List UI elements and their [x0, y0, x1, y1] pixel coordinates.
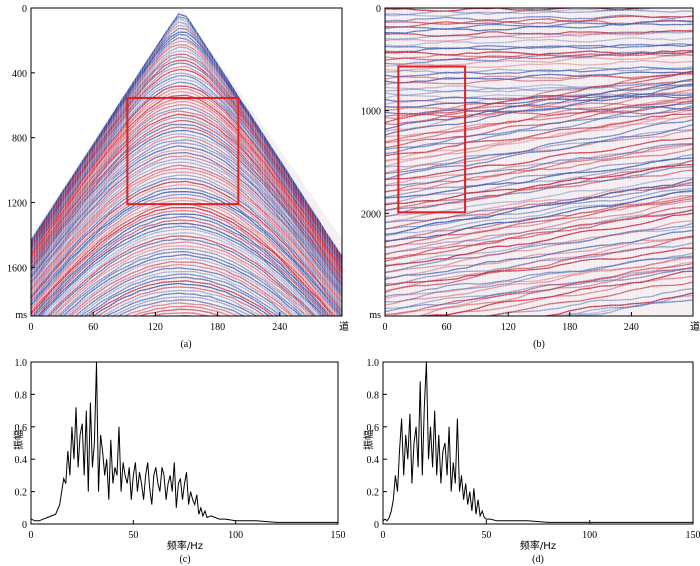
y-tick-label-c: 0 — [22, 520, 27, 531]
x-tick-label-c: 0 — [29, 530, 34, 541]
frame-b — [384, 7, 694, 317]
x-tick-label-b: 0 — [383, 322, 388, 333]
y-tick-label-a: 800 — [12, 134, 27, 145]
caption-b: (b) — [533, 339, 545, 350]
x-tick-label-b: 60 — [442, 322, 452, 333]
ylabel-d: 振幅 — [362, 430, 375, 450]
y-tick-label-a: 1600 — [7, 263, 27, 274]
ylabel-c: 振幅 — [12, 430, 25, 450]
x-tick-label-d: 50 — [481, 530, 491, 541]
spectrum-line-c — [30, 361, 338, 523]
y-tick-label-d: 0.6 — [367, 423, 380, 434]
x-tick-label-b: 120 — [501, 322, 516, 333]
x-tick-label-a: 60 — [88, 322, 98, 333]
y-tick-label-d: 0.4 — [367, 455, 380, 466]
x-tick-label-c: 150 — [331, 530, 346, 541]
xlabel-c: 频率/Hz — [167, 539, 203, 552]
panel-b: 0 60 120 180 240 道 0 1000 2000 ms (b) — [361, 4, 700, 350]
frame-c — [30, 361, 339, 525]
x-tick-label-d: 0 — [381, 530, 386, 541]
y-tick-label-c: 0.8 — [15, 390, 28, 401]
x-tick-label-c: 100 — [228, 530, 243, 541]
y-tick-label-d: 0.2 — [367, 488, 380, 499]
x-tick-label-d: 100 — [582, 530, 597, 541]
x-tick-label-b: 180 — [562, 322, 577, 333]
x-tick-label-a: 120 — [148, 322, 163, 333]
y-tick-label-d: 0 — [374, 520, 379, 531]
xlabel-d: 频率/Hz — [520, 539, 556, 552]
x-tick-label-b: 240 — [624, 322, 639, 333]
y-tick-label-b: 1000 — [361, 107, 381, 118]
y-unit-a: ms — [15, 310, 27, 321]
y-origin-b: 0 — [376, 4, 381, 15]
x-tick-label-a: 0 — [29, 322, 34, 333]
y-tick-label-b: 2000 — [361, 209, 381, 220]
y-tick-label-c: 0.2 — [15, 488, 28, 499]
highlight-box-b — [397, 65, 467, 214]
seismic-section-b — [385, 8, 693, 316]
x-unit-b: 道 — [690, 320, 700, 333]
y-tick-label-d: 0.8 — [367, 390, 380, 401]
caption-c: (c) — [179, 554, 190, 565]
highlight-box-a — [126, 96, 240, 206]
panel-a: 0 60 120 180 240 道 0 400 800 1200 1600 ms (a) — [7, 4, 349, 350]
spectrum-line-d — [382, 361, 693, 523]
x-unit-a: 道 — [339, 320, 349, 333]
spectrum-panel-c: 0 50 100 150 0 0.2 0.4 0.6 0.8 1.0 振幅 频率/Hz (c) — [12, 358, 346, 565]
y-tick-label-a: 400 — [12, 69, 27, 80]
y-origin-a: 0 — [22, 4, 27, 15]
y-tick-label-c: 1.0 — [15, 358, 28, 369]
caption-a: (a) — [180, 339, 191, 350]
x-tick-label-a: 180 — [210, 322, 225, 333]
y-tick-label-a: 1200 — [7, 199, 27, 210]
spectrum-panel-d: 0 50 100 150 0 0.2 0.4 0.6 0.8 1.0 振幅 频率/Hz (d) — [362, 358, 700, 565]
x-tick-label-c: 50 — [128, 530, 138, 541]
x-tick-label-a: 240 — [272, 322, 287, 333]
y-tick-label-c: 0.4 — [15, 455, 28, 466]
x-tick-label-d: 150 — [686, 530, 700, 541]
frame-d — [382, 361, 694, 525]
y-tick-label-c: 0.6 — [15, 423, 28, 434]
frame-a — [30, 7, 343, 317]
y-tick-label-d: 1.0 — [367, 358, 380, 369]
caption-d: (d) — [532, 554, 544, 565]
y-unit-b: ms — [369, 310, 381, 321]
